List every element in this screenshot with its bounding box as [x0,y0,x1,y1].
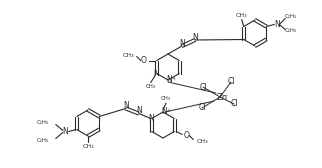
Text: N: N [153,69,159,78]
Text: N: N [179,38,185,48]
Text: CH₃: CH₃ [196,139,208,144]
Text: N: N [274,20,280,29]
Text: CH₃: CH₃ [123,53,135,58]
Text: Zn: Zn [216,93,228,101]
Text: C₂H₅: C₂H₅ [36,138,49,143]
Text: N: N [123,101,128,110]
Text: CH₃: CH₃ [146,84,156,89]
Text: N: N [192,32,198,41]
Text: Cl: Cl [198,103,206,113]
Text: ··: ·· [225,94,229,98]
Text: C₂H₅: C₂H₅ [285,14,298,19]
Text: N: N [62,127,68,136]
Text: N: N [148,114,154,123]
Text: O: O [141,56,147,65]
Text: C₂H₅: C₂H₅ [36,120,49,125]
Text: N: N [166,75,172,85]
Text: N: N [136,106,142,115]
Text: Cl: Cl [230,99,238,109]
Text: Cl: Cl [199,82,207,92]
Text: C₂H₅: C₂H₅ [285,28,298,33]
Text: +: + [171,75,175,80]
Text: Cl: Cl [227,77,235,87]
Text: CH₃: CH₃ [161,96,171,101]
Text: +: + [166,108,171,113]
Text: CH₃: CH₃ [236,13,248,18]
Text: CH₃: CH₃ [82,143,94,149]
Text: O: O [183,131,189,140]
Text: N: N [161,108,167,116]
